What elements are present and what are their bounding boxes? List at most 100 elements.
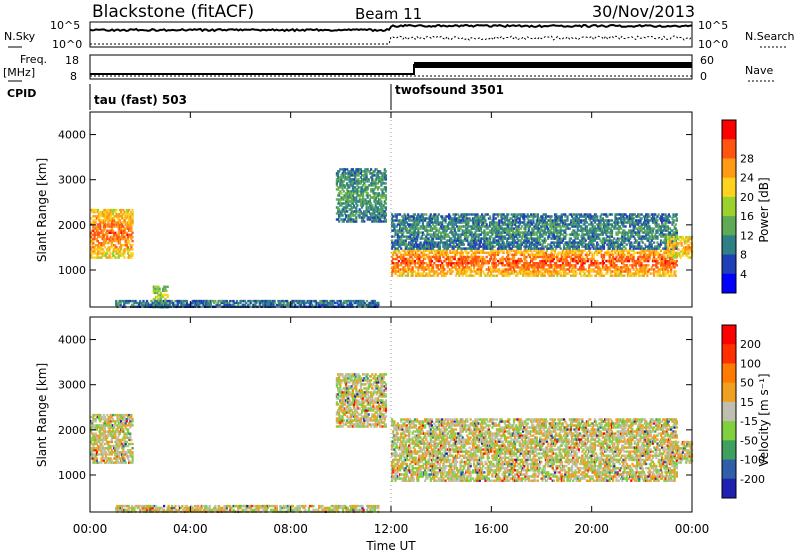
echo-cell bbox=[122, 233, 125, 237]
echo-cell bbox=[477, 266, 480, 269]
echo-cell bbox=[641, 255, 644, 259]
echo-cell bbox=[502, 251, 505, 254]
echo-cell bbox=[337, 218, 340, 221]
echo-cell bbox=[113, 219, 116, 222]
echo-cell bbox=[108, 246, 111, 249]
echo-cell bbox=[590, 259, 593, 263]
echo-cell bbox=[409, 249, 412, 252]
echo-cell bbox=[510, 217, 513, 220]
echo-cell bbox=[547, 223, 550, 226]
echo-cell bbox=[514, 213, 517, 216]
echo-cell bbox=[164, 303, 167, 307]
echo-cell bbox=[466, 247, 469, 250]
echo-cell bbox=[548, 274, 551, 277]
echo-cell bbox=[435, 255, 438, 259]
echo-cell bbox=[365, 208, 368, 211]
echo-cell bbox=[504, 274, 508, 277]
echo-cell bbox=[545, 249, 549, 252]
echo-cell bbox=[483, 272, 486, 275]
echo-cell bbox=[358, 208, 361, 211]
echo-cell bbox=[395, 225, 398, 228]
echo-cell bbox=[534, 215, 537, 218]
echo-cell bbox=[153, 285, 157, 288]
echo-cell bbox=[348, 180, 351, 183]
echo-cell bbox=[448, 213, 451, 216]
echo-cell bbox=[338, 220, 341, 223]
echo-cell bbox=[168, 299, 171, 303]
echo-cell bbox=[550, 215, 553, 218]
echo-cell bbox=[543, 231, 546, 234]
echo-cell bbox=[125, 233, 128, 237]
echo-cell bbox=[486, 241, 489, 244]
echo-cell bbox=[568, 251, 571, 254]
echo-cell bbox=[476, 270, 479, 273]
echo-cell bbox=[393, 225, 396, 228]
echo-cell bbox=[620, 255, 623, 259]
echo-cell bbox=[429, 233, 432, 236]
echo-cell bbox=[374, 194, 377, 197]
echo-cell bbox=[117, 233, 120, 237]
echo-cell bbox=[470, 237, 473, 240]
echo-cell bbox=[131, 219, 134, 222]
echo-cell bbox=[442, 227, 445, 230]
echo-cell bbox=[520, 251, 524, 254]
echo-cell bbox=[102, 213, 105, 216]
echo-cell bbox=[460, 272, 463, 275]
echo-cell bbox=[610, 251, 614, 254]
echo-cell bbox=[612, 266, 615, 269]
echo-cell bbox=[531, 264, 534, 267]
echo-cell bbox=[486, 274, 489, 277]
echo-cell bbox=[337, 174, 340, 177]
echo-cell bbox=[444, 243, 447, 246]
echo-cell bbox=[635, 259, 639, 263]
echo-cell bbox=[577, 253, 580, 257]
echo-cell bbox=[400, 219, 403, 222]
echo-cell bbox=[631, 264, 634, 267]
echo-cell bbox=[132, 303, 135, 307]
echo-cell bbox=[563, 266, 566, 269]
echo-cell bbox=[563, 272, 566, 275]
echo-cell bbox=[131, 210, 134, 214]
echo-cell bbox=[621, 259, 624, 263]
echo-cell bbox=[667, 270, 670, 273]
echo-cell bbox=[412, 235, 415, 238]
echo-cell bbox=[528, 270, 531, 273]
echo-cell bbox=[376, 182, 380, 185]
echo-cell bbox=[470, 227, 473, 230]
echo-cell bbox=[498, 270, 501, 273]
echo-cell bbox=[196, 301, 199, 305]
echo-cell bbox=[496, 231, 500, 234]
echo-cell bbox=[103, 225, 106, 228]
echo-cell bbox=[352, 178, 356, 181]
echo-cell bbox=[552, 272, 555, 275]
echo-cell bbox=[100, 244, 103, 247]
echo-cell bbox=[384, 188, 387, 191]
echo-cell bbox=[430, 251, 434, 254]
echo-cell bbox=[535, 233, 538, 236]
echo-cell bbox=[356, 168, 359, 171]
echo-cell bbox=[354, 176, 357, 179]
echo-cell bbox=[469, 268, 472, 271]
echo-cell bbox=[299, 303, 302, 307]
echo-cell bbox=[270, 303, 273, 307]
echo-cell bbox=[454, 213, 457, 216]
echo-cell bbox=[621, 268, 624, 271]
echo-cell bbox=[479, 245, 483, 248]
echo-cell bbox=[473, 217, 476, 220]
echo-cell bbox=[482, 264, 485, 267]
echo-cell bbox=[117, 223, 120, 226]
echo-cell bbox=[531, 243, 534, 246]
echo-cell bbox=[560, 264, 563, 267]
echo-cell bbox=[400, 257, 403, 261]
echo-cell bbox=[429, 215, 432, 218]
echo-cell bbox=[621, 262, 624, 265]
echo-cell bbox=[536, 262, 539, 265]
echo-cell bbox=[440, 239, 443, 242]
echo-cell bbox=[102, 223, 105, 226]
echo-cell bbox=[551, 247, 554, 250]
echo-cell bbox=[516, 274, 519, 277]
echo-cell bbox=[548, 266, 551, 269]
echo-cell bbox=[557, 266, 560, 269]
echo-cell bbox=[548, 272, 551, 275]
echo-cell bbox=[493, 223, 496, 226]
